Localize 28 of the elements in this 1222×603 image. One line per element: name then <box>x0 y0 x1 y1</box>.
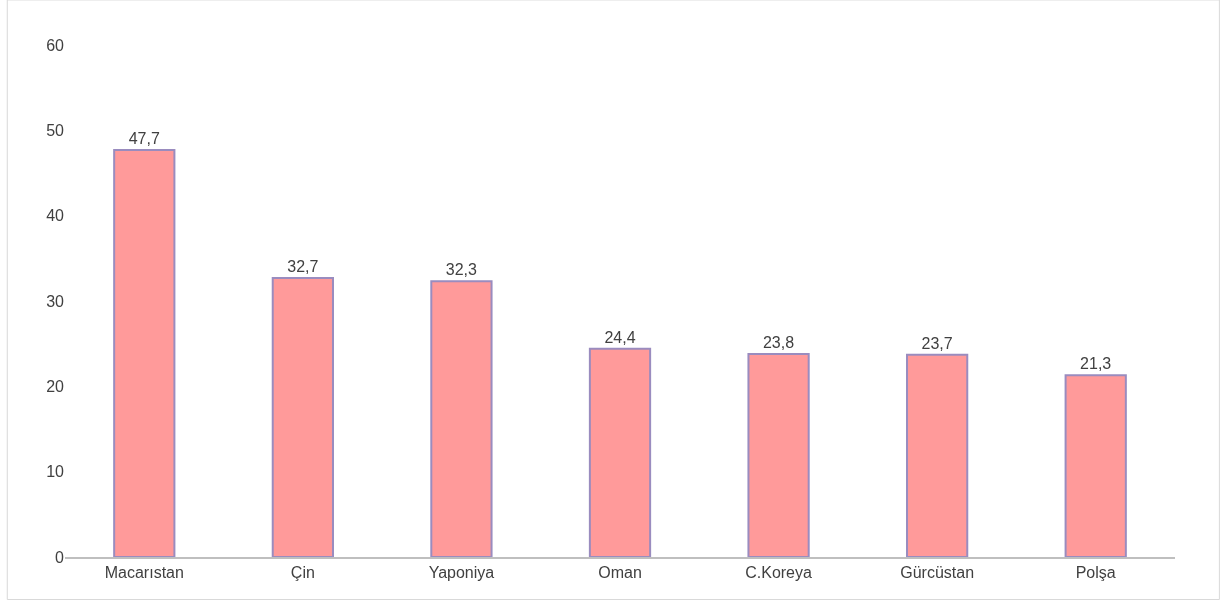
bar <box>1064 374 1127 557</box>
data-label: 32,7 <box>287 257 319 275</box>
y-tick-label: 60 <box>46 36 65 54</box>
x-tick-label: Yaponiya <box>428 564 495 582</box>
bar <box>747 352 810 557</box>
x-tick-label: Polşa <box>1075 564 1116 582</box>
bar <box>906 353 969 557</box>
y-tick-label: 30 <box>46 292 65 310</box>
data-label: 23,8 <box>762 333 795 351</box>
y-tick-label: 10 <box>46 463 65 481</box>
data-label: 24,4 <box>604 328 636 346</box>
bar <box>588 347 652 557</box>
y-tick-label: 40 <box>46 207 65 225</box>
bar <box>430 280 493 557</box>
x-tick-label: Gürcüstan <box>900 564 975 582</box>
x-tick-label: C.Koreya <box>745 564 813 582</box>
bar <box>113 148 176 557</box>
data-label: 23,7 <box>921 334 953 352</box>
data-label: 32,3 <box>445 261 478 279</box>
data-label: 47,7 <box>128 129 160 147</box>
y-tick-label: 50 <box>46 121 65 139</box>
x-tick-label: Oman <box>598 564 642 582</box>
bar <box>271 276 334 557</box>
data-label: 21,3 <box>1080 355 1112 373</box>
y-tick-label: 0 <box>55 548 65 566</box>
y-tick-label: 20 <box>46 377 65 395</box>
x-tick-label: Çin <box>290 564 315 582</box>
x-tick-label: Macarıstan <box>104 564 184 582</box>
